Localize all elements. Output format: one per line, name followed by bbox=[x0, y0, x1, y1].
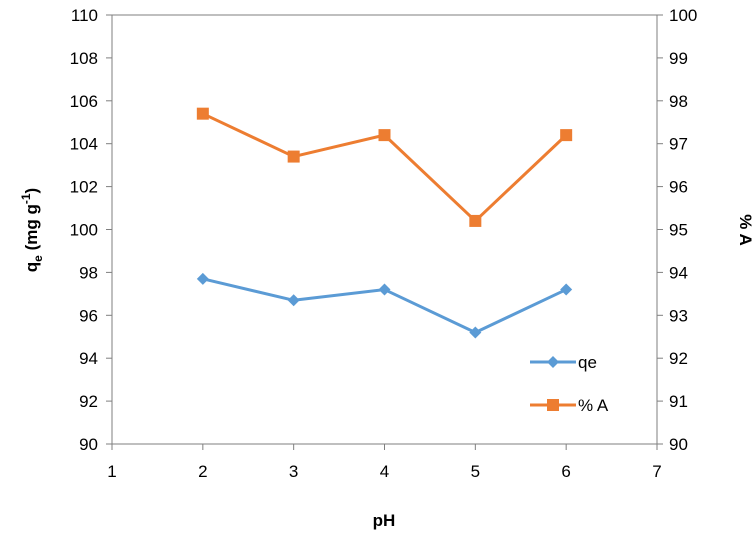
y2-tick-label: 92 bbox=[669, 349, 688, 368]
series-qe bbox=[196, 272, 573, 339]
y-axis-title-superscript: -1 bbox=[19, 193, 33, 204]
legend-marker bbox=[547, 399, 559, 411]
y-axis-title-units-end: ) bbox=[22, 188, 41, 194]
legend-item-qe: qe bbox=[530, 353, 597, 372]
y-tick-label: 100 bbox=[70, 221, 98, 240]
x-tick-label: 2 bbox=[198, 462, 207, 481]
legend-label: qe bbox=[578, 353, 597, 372]
y2-tick-label: 96 bbox=[669, 178, 688, 197]
y2-tick-label: 93 bbox=[669, 306, 688, 325]
data-point-qe bbox=[469, 326, 482, 339]
data-point-a bbox=[196, 107, 209, 120]
y-tick-label: 110 bbox=[71, 6, 98, 25]
y-tick-label: 98 bbox=[79, 263, 98, 282]
y2-axis-title: % A bbox=[736, 214, 755, 246]
y-axis-title-main: q bbox=[22, 262, 41, 272]
y-tick-label: 90 bbox=[79, 435, 98, 454]
legend-item-a: % A bbox=[530, 396, 609, 415]
x-tick-label: 3 bbox=[289, 462, 298, 481]
data-point-qe bbox=[287, 294, 300, 307]
data-point-a bbox=[469, 214, 482, 227]
legend-label: % A bbox=[578, 396, 609, 415]
y-tick-label: 108 bbox=[70, 49, 98, 68]
y-tick-label: 102 bbox=[70, 178, 98, 197]
y-axis-title: qe (mg g-1) bbox=[19, 188, 45, 272]
y2-tick-label: 98 bbox=[669, 92, 688, 111]
axes: 1 2 3 4 5 6 7 90 92 94 96 98 100 102 104 106 108 110 90 91 9… bbox=[70, 6, 698, 481]
y2-tick-label: 95 bbox=[669, 221, 688, 240]
y-axis-title-subscript: e bbox=[31, 255, 45, 262]
data-point-qe bbox=[560, 283, 573, 296]
x-tick-label: 5 bbox=[471, 462, 480, 481]
y2-tick-label: 100 bbox=[669, 6, 697, 25]
series-a bbox=[196, 107, 573, 227]
legend: qe % A bbox=[530, 353, 609, 415]
x-axis-title: pH bbox=[373, 511, 396, 530]
data-point-qe bbox=[378, 283, 391, 296]
data-point-a bbox=[378, 129, 391, 142]
plot-area-border bbox=[111, 14, 658, 445]
y-tick-label: 92 bbox=[79, 392, 98, 411]
data-point-a bbox=[560, 129, 573, 142]
y2-tick-label: 99 bbox=[669, 49, 688, 68]
legend-marker bbox=[547, 356, 559, 368]
y-tick-label: 94 bbox=[79, 349, 98, 368]
y2-tick-label: 91 bbox=[669, 392, 688, 411]
y-axis-title-units: (mg g bbox=[22, 204, 41, 255]
y-tick-label: 104 bbox=[70, 135, 98, 154]
y-tick-label: 96 bbox=[79, 306, 98, 325]
x-tick-label: 6 bbox=[561, 462, 570, 481]
data-point-qe bbox=[196, 272, 209, 285]
y-tick-label: 106 bbox=[70, 92, 98, 111]
plot-series bbox=[196, 107, 573, 339]
y2-tick-label: 90 bbox=[669, 435, 688, 454]
x-tick-label: 7 bbox=[652, 462, 661, 481]
x-tick-label: 1 bbox=[107, 462, 116, 481]
y2-tick-label: 97 bbox=[669, 135, 688, 154]
data-point-a bbox=[287, 150, 300, 163]
y2-tick-label: 94 bbox=[669, 263, 688, 282]
x-tick-label: 4 bbox=[380, 462, 389, 481]
